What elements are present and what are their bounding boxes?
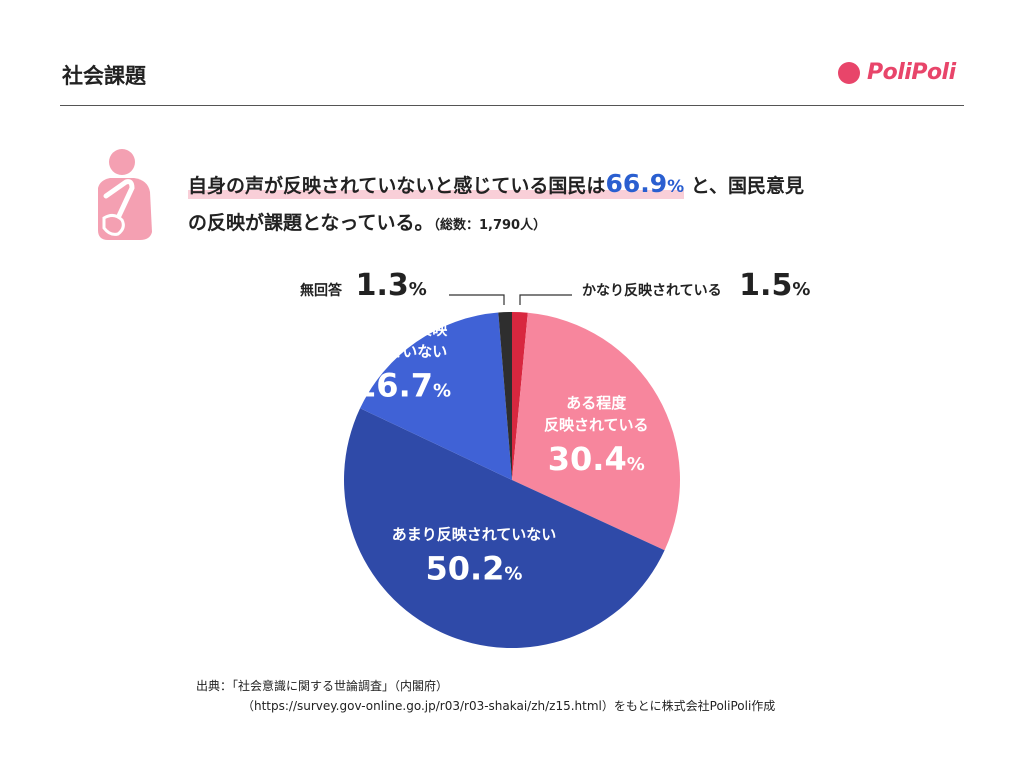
headline-value-unit: % — [667, 177, 685, 197]
label-no-answer-name: 無回答 — [300, 283, 342, 299]
page-title: 社会課題 — [62, 64, 146, 88]
source-note: 出典：「社会意識に関する世論調査」（内閣府） （https://survey.g… — [196, 676, 775, 716]
header-divider — [60, 105, 964, 106]
slice-value-not-much-reflected: 50.2% — [425, 550, 522, 588]
pie-slice-highly-reflected — [512, 312, 528, 480]
logo-dot-icon — [838, 61, 860, 84]
slice-label-hardly-reflected-line2: されていない — [358, 343, 448, 361]
headline-value: 66.9 — [605, 169, 668, 198]
slice-label-not-much-reflected-line1: あまり反映されていない — [392, 526, 557, 544]
pie-slice-hardly-reflected — [360, 312, 512, 480]
pie-slice-somewhat-reflected — [512, 312, 680, 551]
headline-total-note: （総数：1,790人） — [433, 218, 547, 233]
source-line2: （https://survey.gov-online.go.jp/r03/r03… — [242, 699, 776, 713]
headline-highlight: 自身の声が反映されていないと感じている国民は66.9% — [188, 169, 685, 199]
label-no-answer-unit: % — [408, 279, 427, 300]
leader-line-no-answer — [449, 294, 505, 305]
headline-lead: 自身の声が反映されていないと感じている国民は — [188, 175, 606, 197]
slice-label-hardly-reflected-line1: ほとんど反映 — [358, 321, 449, 339]
pie-slice-not-much-reflected — [343, 408, 665, 649]
headline-line2-text: の反映が課題となっている。 — [188, 212, 434, 234]
headline-line1: 自身の声が反映されていないと感じている国民は66.9% と、国民意見 — [188, 166, 804, 205]
slice-label-somewhat-reflected-line2: 反映されている — [544, 416, 649, 434]
label-no-answer-value: 1.3 — [355, 268, 409, 303]
logo-text: PoliPoli — [867, 60, 956, 85]
headline-tail: と、国民意見 — [690, 175, 805, 197]
polipoli-logo[interactable]: PoliPoli — [838, 60, 956, 85]
person-concern-icon — [98, 149, 152, 240]
label-no-answer: 無回答 1.3% — [300, 268, 427, 303]
source-line1: 出典：「社会意識に関する世論調査」（内閣府） — [196, 679, 449, 693]
label-highly-reflected-name: かなり反映されている — [582, 283, 722, 299]
slice-value-hardly-reflected: 16.7% — [354, 367, 451, 405]
headline-line2: の反映が課題となっている。（総数：1,790人） — [188, 205, 804, 244]
label-highly-reflected-unit: % — [792, 279, 811, 300]
pie-slice-no-answer — [498, 312, 512, 480]
slice-label-somewhat-reflected-line1: ある程度 — [566, 394, 627, 412]
leader-line-highly-reflected — [519, 294, 572, 305]
slice-value-somewhat-reflected: 30.4% — [548, 440, 645, 478]
label-highly-reflected-value: 1.5 — [739, 268, 793, 303]
label-highly-reflected: かなり反映されている 1.5% — [582, 268, 810, 303]
headline: 自身の声が反映されていないと感じている国民は66.9% と、国民意見 の反映が課… — [188, 166, 804, 244]
